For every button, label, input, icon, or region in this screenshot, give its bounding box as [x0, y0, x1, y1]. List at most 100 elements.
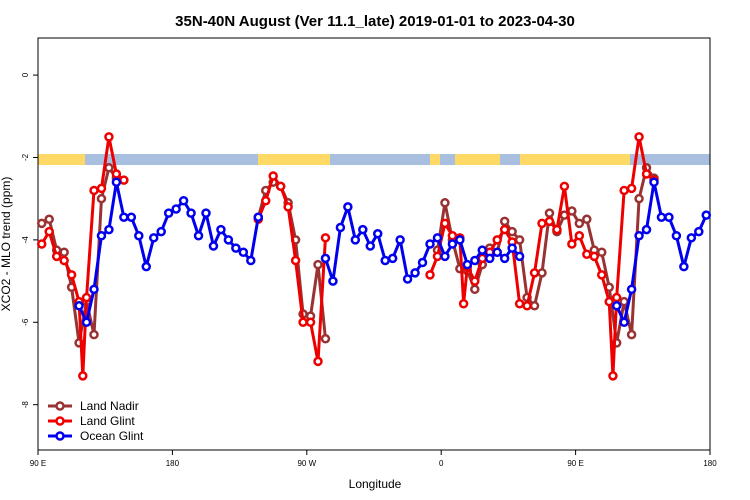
- x-tick-label: 0: [439, 459, 444, 468]
- data-point: [664, 212, 674, 222]
- data-point: [522, 301, 532, 311]
- data-point: [694, 226, 704, 237]
- data-point: [320, 233, 331, 243]
- data-point: [358, 224, 368, 235]
- data-point: [104, 132, 114, 142]
- data-point: [649, 177, 659, 187]
- data-point: [634, 231, 644, 241]
- data-point: [119, 212, 129, 222]
- data-point: [395, 235, 405, 245]
- legend-marker: [55, 401, 65, 411]
- legend-label: Land Nadir: [80, 399, 139, 413]
- data-point: [216, 224, 226, 235]
- data-point: [208, 241, 219, 251]
- y-tick-label: -6: [21, 318, 30, 326]
- data-point: [89, 284, 99, 295]
- legend-marker: [55, 416, 65, 426]
- data-point: [223, 235, 234, 245]
- data-point: [626, 183, 637, 194]
- data-point: [507, 243, 517, 253]
- data-point: [440, 251, 450, 262]
- data-point: [74, 301, 84, 311]
- data-point: [529, 301, 540, 311]
- data-point: [447, 231, 458, 241]
- data-point: [66, 270, 77, 280]
- legend-marker: [55, 431, 65, 441]
- data-point: [260, 195, 271, 206]
- data-point: [611, 301, 622, 311]
- chart-title: 35N-40N August (Ver 11.1_late) 2019-01-0…: [175, 13, 575, 30]
- data-point: [78, 371, 88, 381]
- data-point: [313, 259, 323, 270]
- data-point: [552, 224, 562, 235]
- data-point: [514, 251, 525, 262]
- x-tick-label: 90 W: [297, 459, 316, 468]
- data-point: [611, 292, 622, 303]
- data-point: [619, 185, 629, 196]
- data-point: [96, 231, 107, 241]
- data-point: [111, 169, 122, 179]
- surface-band: [38, 154, 710, 165]
- data-point: [559, 181, 570, 192]
- data-point: [432, 233, 443, 243]
- data-point: [499, 224, 510, 235]
- band-land: [520, 154, 630, 165]
- data-point: [51, 251, 62, 262]
- data-point: [470, 284, 480, 295]
- data-point: [641, 224, 652, 235]
- band-land: [430, 154, 440, 165]
- data-point: [290, 255, 301, 266]
- data-point: [440, 218, 450, 229]
- data-point: [619, 296, 629, 307]
- x-tick-label: 90 E: [30, 459, 46, 468]
- data-point: [514, 235, 525, 245]
- data-point: [44, 226, 54, 237]
- data-point: [268, 171, 278, 181]
- data-point: [484, 253, 495, 264]
- y-tick-label: -4: [21, 236, 30, 244]
- data-point: [686, 233, 697, 243]
- data-point: [246, 255, 256, 266]
- data-point: [499, 253, 510, 264]
- data-point: [470, 255, 480, 266]
- data-point: [298, 317, 308, 328]
- y-tick-label: 0: [21, 72, 30, 77]
- data-point: [126, 212, 137, 222]
- data-point: [111, 177, 122, 187]
- data-point: [36, 218, 47, 229]
- data-point: [514, 298, 525, 309]
- data-point: [425, 270, 435, 280]
- data-point: [671, 231, 682, 241]
- data-point: [141, 261, 152, 272]
- data-point: [231, 243, 241, 253]
- data-point: [656, 212, 667, 222]
- data-point: [178, 195, 189, 206]
- y-tick-label: -2: [21, 153, 30, 161]
- data-point: [387, 253, 398, 264]
- data-point: [641, 169, 652, 179]
- band-land: [38, 154, 85, 165]
- data-point: [462, 259, 473, 270]
- y-tick-label: -8: [21, 401, 30, 409]
- data-point: [148, 233, 159, 243]
- data-point: [59, 255, 69, 266]
- data-point: [634, 193, 644, 204]
- data-point: [81, 317, 92, 328]
- data-point: [36, 239, 47, 249]
- data-point: [537, 268, 547, 278]
- data-point: [492, 247, 502, 257]
- data-point: [275, 181, 286, 192]
- data-point: [119, 175, 129, 185]
- x-tick-label: 180: [166, 459, 180, 468]
- data-point: [455, 235, 465, 245]
- data-point: [596, 270, 607, 280]
- data-point: [507, 226, 517, 237]
- data-point: [343, 202, 353, 212]
- data-point: [492, 235, 502, 245]
- data-point: [582, 214, 592, 225]
- data-point: [544, 208, 555, 218]
- data-point: [365, 241, 376, 251]
- data-point: [626, 284, 637, 295]
- data-point: [163, 208, 174, 218]
